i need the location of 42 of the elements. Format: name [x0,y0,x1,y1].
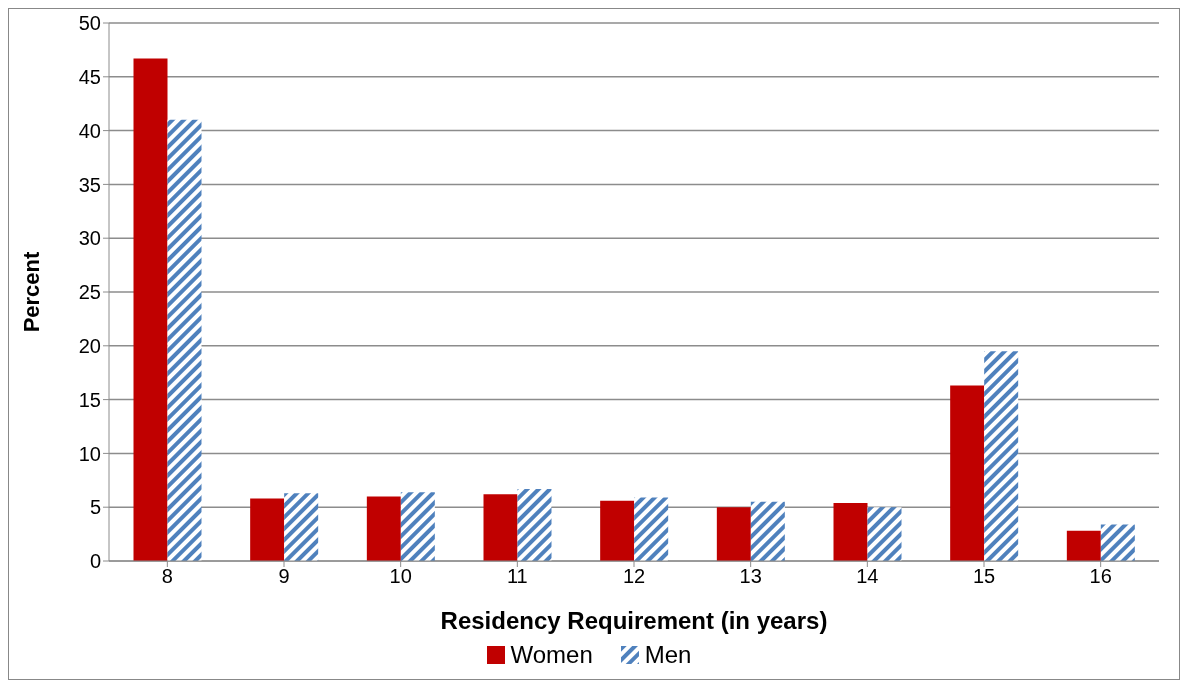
x-tick-label: 13 [739,565,762,588]
bar [483,494,518,561]
x-tick-label: 9 [278,565,290,588]
bar [133,58,168,561]
y-axis-title: Percent [18,250,44,333]
x-tick-label: 8 [161,565,173,588]
bar [250,498,285,561]
legend-label: Women [509,641,593,669]
bar [366,496,401,561]
bar [1100,524,1135,561]
bar [833,502,868,561]
y-tick-label: 50 [78,12,101,35]
y-tick-label: 30 [78,227,101,250]
y-tick-label: 35 [78,173,101,196]
y-tick-label: 5 [89,496,101,519]
y-tick-label: 15 [78,388,101,411]
bar [750,501,785,561]
x-tick-label: 14 [856,565,879,588]
bar [600,500,635,561]
y-tick-label: 40 [78,119,101,142]
x-tick-label: 12 [622,565,646,588]
bar [950,385,985,561]
bar [284,493,319,561]
bar [167,119,202,561]
x-axis-title: Residency Requirement (in years) [440,607,828,634]
y-tick-label: 0 [89,550,101,573]
bar [984,351,1019,561]
x-tick-label: 16 [1089,565,1112,588]
x-tick-label: 11 [506,565,528,588]
y-tick-label: 20 [78,334,101,357]
legend-label: Men [643,641,692,669]
bar [867,507,902,561]
y-tick-label: 10 [78,442,101,465]
y-tick-label: 45 [78,65,101,88]
bar [517,488,552,561]
bar [716,507,751,561]
bar [400,492,435,561]
x-tick-label: 15 [972,565,996,588]
x-tick-label: 10 [389,565,412,588]
y-tick-label: 25 [78,281,101,304]
bar [634,497,669,561]
bar [1066,530,1101,561]
